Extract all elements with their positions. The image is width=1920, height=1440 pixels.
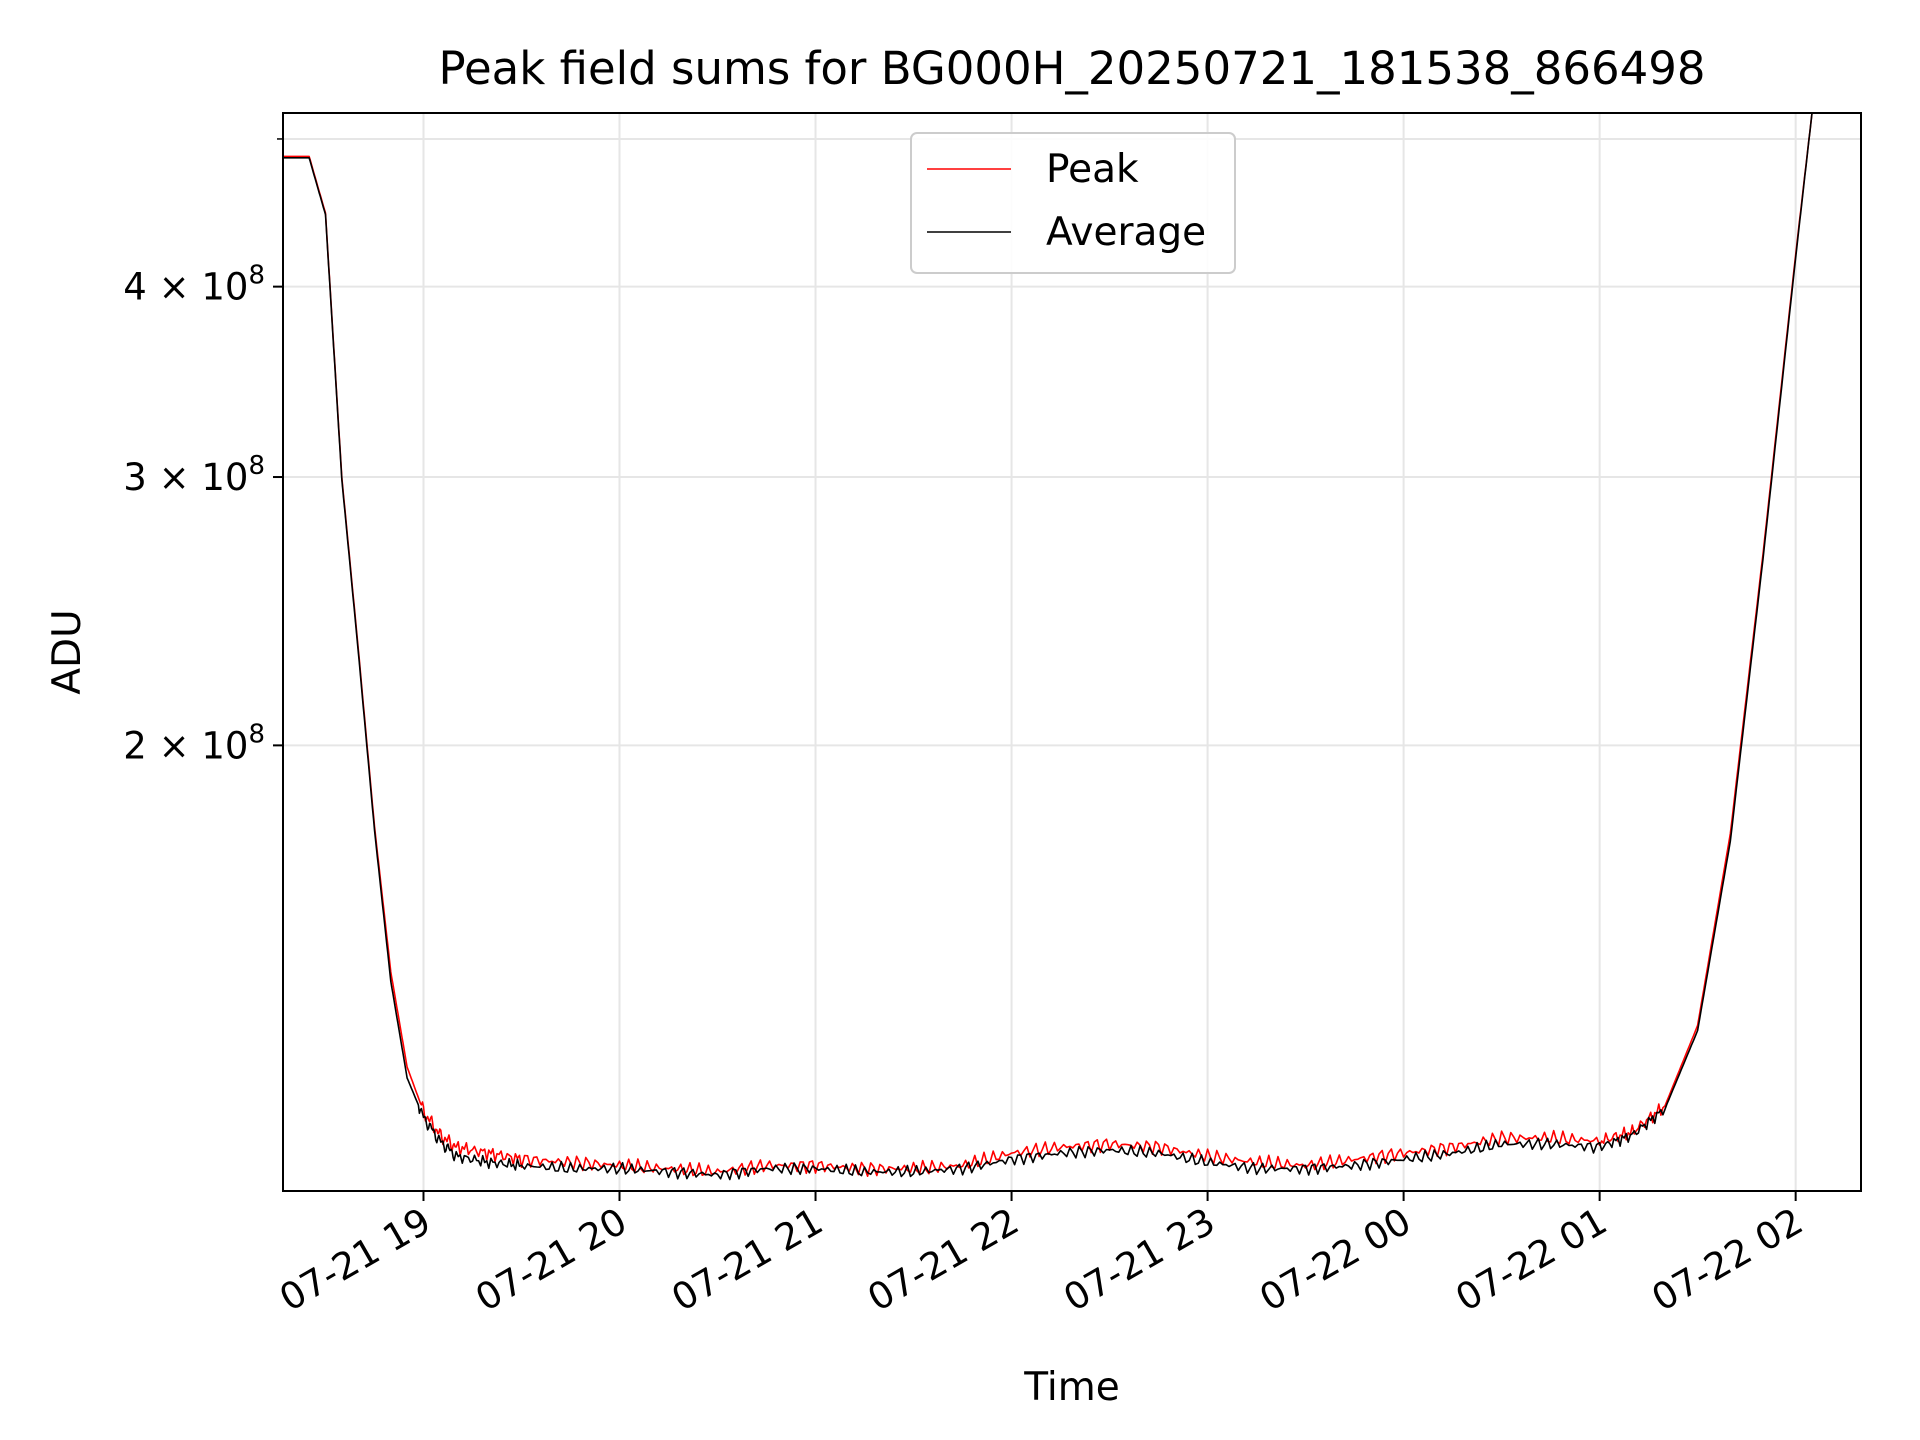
y-axis: 2 × 108 3 × 108 4 × 108 bbox=[123, 138, 283, 767]
legend-label-peak: Peak bbox=[1046, 147, 1139, 192]
legend: Peak Average bbox=[910, 132, 1236, 274]
grid bbox=[283, 113, 1861, 1191]
y-tick-label: 3 × 108 bbox=[123, 451, 265, 499]
legend-box bbox=[910, 132, 1236, 274]
plot-frame bbox=[282, 112, 1862, 1192]
legend-label-average: Average bbox=[1046, 210, 1206, 255]
series-layer bbox=[283, 112, 1861, 1181]
y-axis-label: ADU bbox=[45, 609, 90, 694]
x-axis-label: Time bbox=[1023, 1365, 1119, 1410]
series-line-peak bbox=[283, 112, 1861, 1177]
y-tick-label: 4 × 108 bbox=[123, 261, 265, 309]
y-tick-label: 2 × 108 bbox=[123, 719, 265, 767]
chart-title: Peak field sums for BG000H_20250721_1815… bbox=[438, 42, 1705, 95]
series-line-average bbox=[283, 112, 1861, 1181]
